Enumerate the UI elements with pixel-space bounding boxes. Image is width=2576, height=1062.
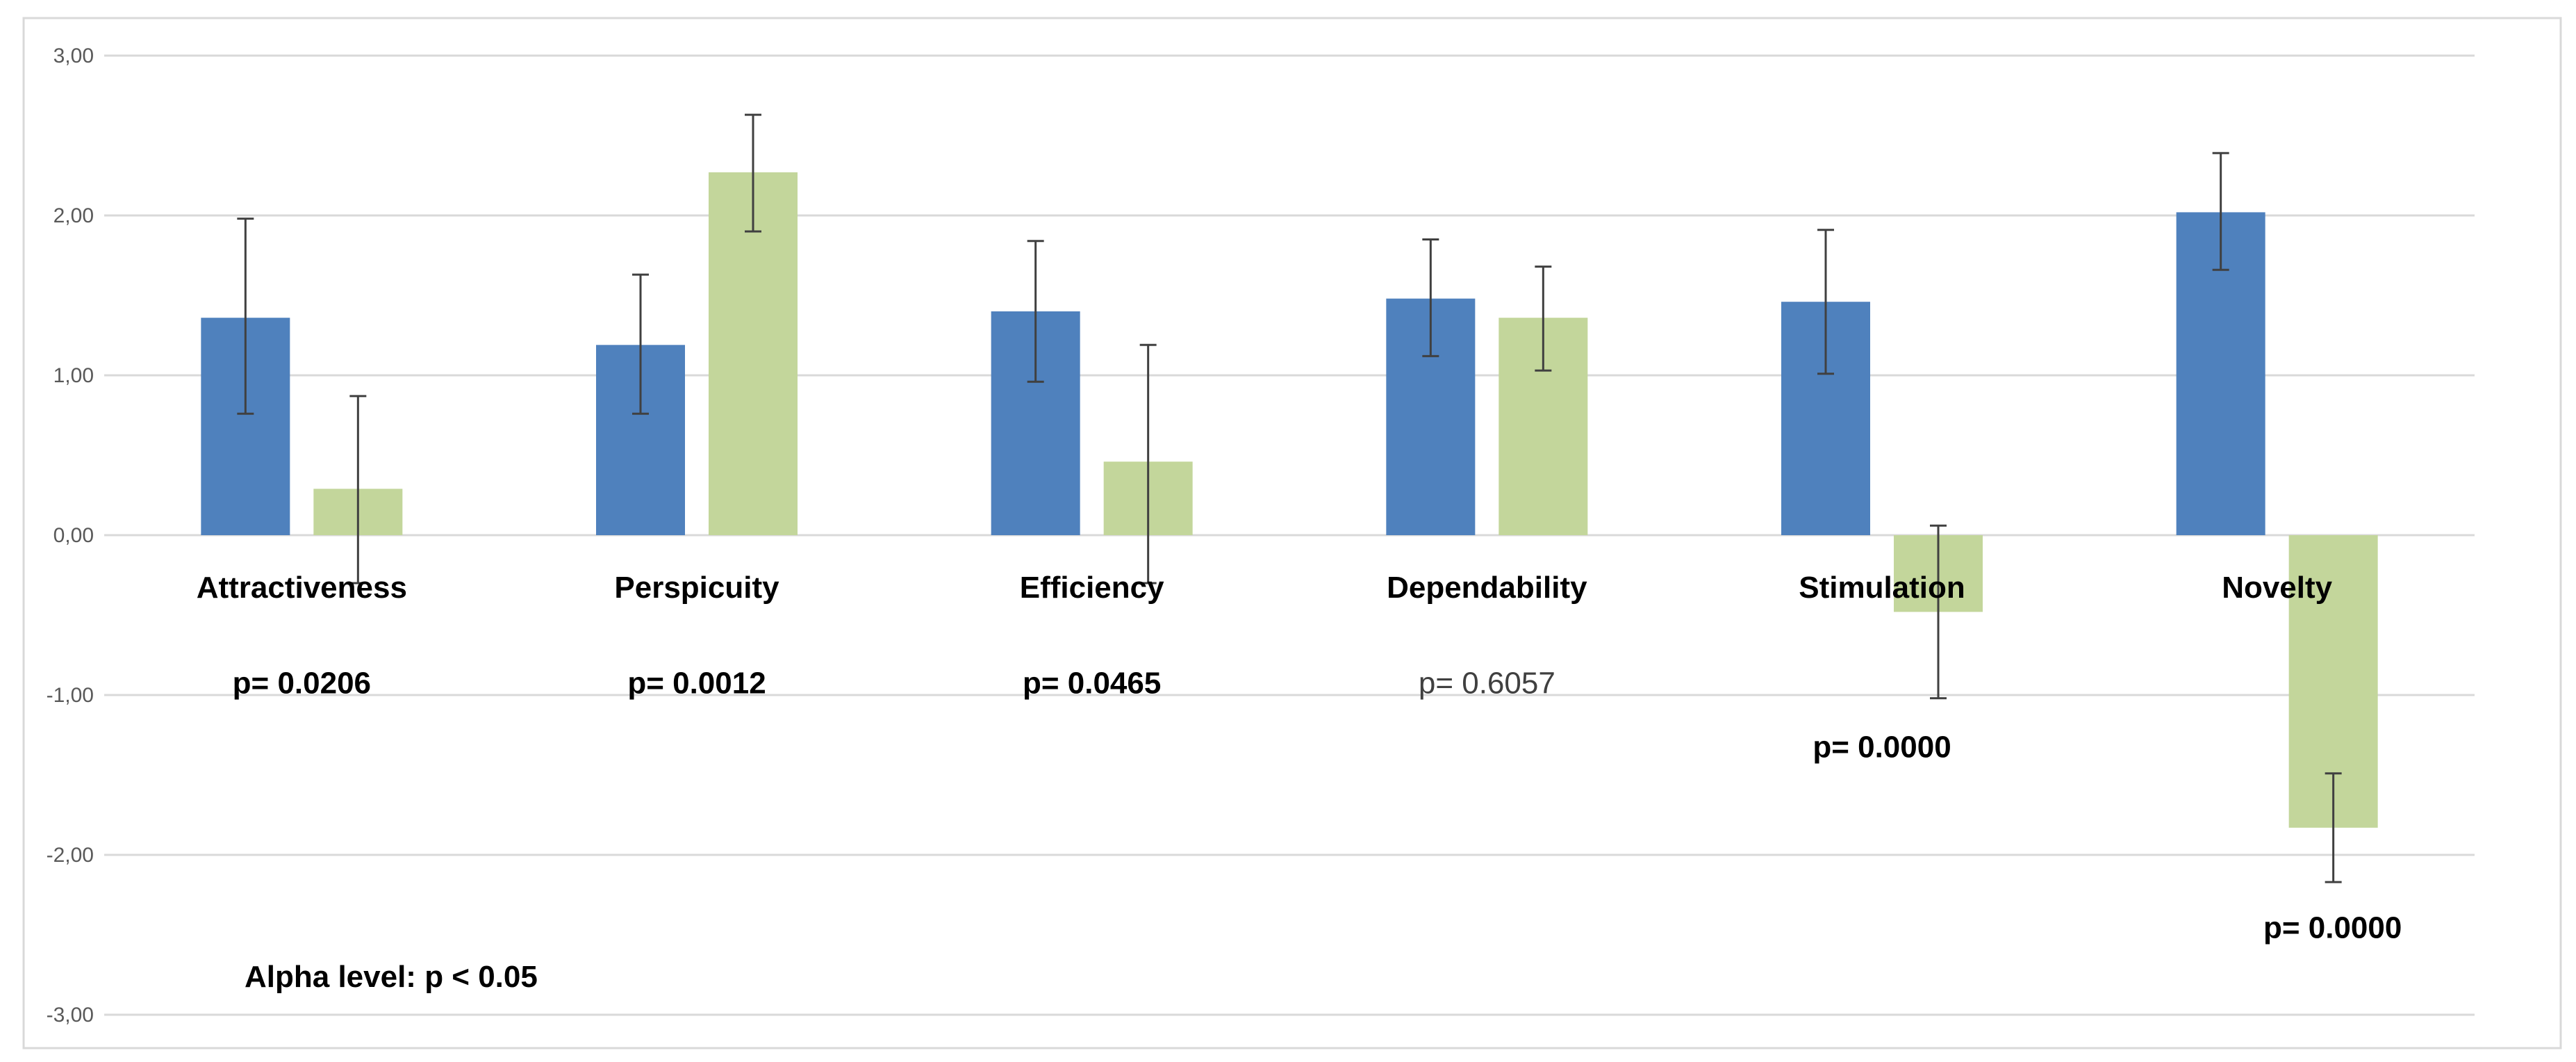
y-tick-label: 3,00 xyxy=(53,44,94,67)
chart-frame xyxy=(22,17,2562,1049)
category-label-attractiveness: Attractiveness xyxy=(197,571,407,605)
y-tick-label: -2,00 xyxy=(47,844,94,867)
y-tick-label: 0,00 xyxy=(53,524,94,547)
y-tick-label: 2,00 xyxy=(53,204,94,227)
category-label-efficiency: Efficiency xyxy=(1020,571,1164,605)
p-value-attractiveness: p= 0.0206 xyxy=(233,667,371,701)
y-axis-ticks: 3,00 2,00 1,00 0,00 -1,00 -2,00 -3,00 xyxy=(47,44,94,1027)
bar-2-perspicuity xyxy=(709,172,798,535)
bars xyxy=(201,172,2378,828)
alpha-level-note: Alpha level: p < 0.05 xyxy=(245,960,538,994)
category-labels: Attractiveness Perspicuity Efficiency Depen… xyxy=(197,571,2333,605)
category-label-stimulation: Stimulation xyxy=(1799,571,1965,605)
category-label-novelty: Novelty xyxy=(2222,571,2332,605)
y-tick-label: -1,00 xyxy=(47,684,94,707)
p-value-perspicuity: p= 0.0012 xyxy=(627,667,766,701)
y-tick-label: 1,00 xyxy=(53,364,94,387)
category-label-perspicuity: Perspicuity xyxy=(614,571,779,605)
p-value-efficiency: p= 0.0465 xyxy=(1023,667,1161,701)
y-tick-label: -3,00 xyxy=(47,1004,94,1027)
p-value-labels: p= 0.0206 p= 0.0012 p= 0.0465 p= 0.6057 p= 0… xyxy=(233,667,2402,945)
p-value-dependability: p= 0.6057 xyxy=(1419,667,1555,701)
p-value-stimulation: p= 0.0000 xyxy=(1813,730,1951,765)
p-value-novelty: p= 0.0000 xyxy=(2263,911,2402,945)
error-bars xyxy=(237,113,2342,883)
grid-lines xyxy=(104,54,2475,1016)
category-label-dependability: Dependability xyxy=(1387,571,1587,605)
